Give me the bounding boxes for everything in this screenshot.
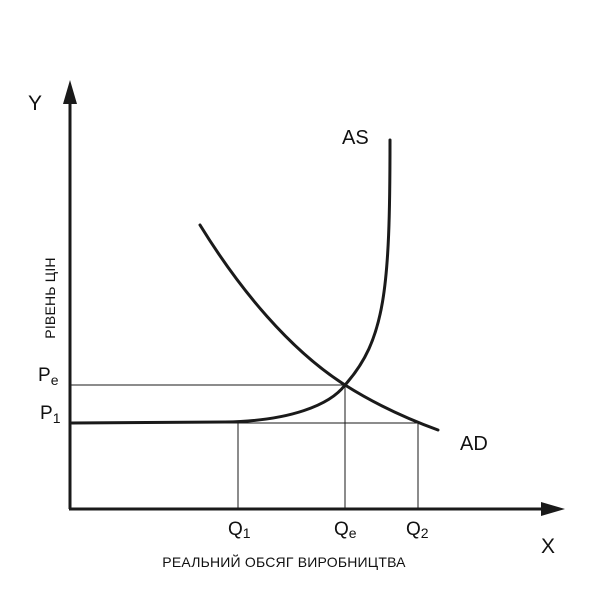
q2-label-main: Q [406, 519, 421, 540]
p1-label: P1 [40, 403, 61, 426]
x-axis-letter: X [541, 535, 555, 558]
x-axis-arrow-icon [541, 502, 565, 516]
as-curve-label: AS [342, 127, 369, 149]
as-curve [70, 138, 392, 425]
q2-label-sub: 2 [421, 525, 429, 541]
q2-label: Q2 [406, 519, 429, 541]
ad-curve-label: AD [460, 433, 488, 455]
p1-label-sub: 1 [53, 410, 61, 426]
pe-label-main: P [38, 365, 51, 386]
y-axis-title: РІВЕНЬ ЦІН [42, 257, 58, 338]
q1-label-sub: 1 [243, 525, 251, 541]
ad-curve [198, 223, 440, 432]
qe-label-sub: e [349, 525, 357, 541]
qe-label: Qe [334, 519, 357, 541]
qe-label-main: Q [334, 519, 349, 540]
x-axis-title: РЕАЛЬНИЙ ОБСЯГ ВИРОБНИЦТВА [162, 553, 406, 570]
y-axis-arrow-icon [63, 80, 77, 104]
q1-label: Q1 [228, 519, 251, 541]
pe-label-sub: e [51, 372, 59, 388]
p1-label-main: P [40, 403, 53, 424]
y-axis-letter: Y [28, 92, 42, 115]
q1-label-main: Q [228, 519, 243, 540]
pe-label: Pe [38, 365, 59, 388]
